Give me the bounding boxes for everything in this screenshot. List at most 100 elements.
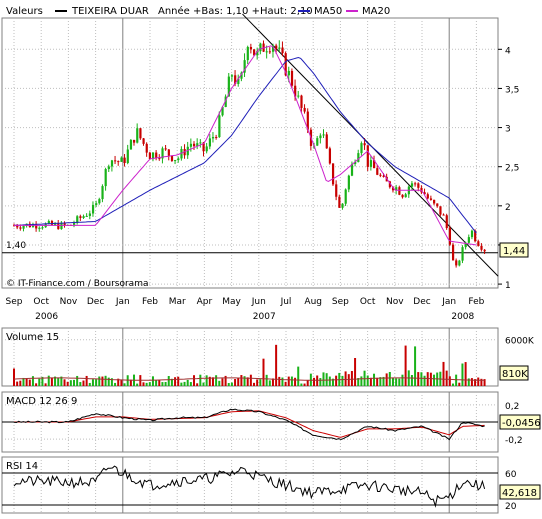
candle-body xyxy=(325,134,328,149)
volume-bar xyxy=(369,377,372,386)
volume-bar xyxy=(79,382,82,386)
candle-body xyxy=(350,163,354,176)
candle-body xyxy=(480,245,483,250)
volume-bar xyxy=(477,377,480,386)
volume-bar xyxy=(142,382,145,386)
stock-name: TEIXEIRA DUAR xyxy=(71,6,149,17)
ma20-legend-label: MA20 xyxy=(362,6,390,17)
candle-body xyxy=(161,148,164,159)
last-price-tag xyxy=(499,242,529,258)
volume-bar xyxy=(110,378,113,386)
candle-body xyxy=(177,158,180,161)
candle-body xyxy=(47,221,50,224)
candle-body xyxy=(221,107,224,116)
volume-bar xyxy=(464,362,467,386)
candle-body xyxy=(158,158,161,160)
year-label: 2006 xyxy=(35,312,58,322)
volume-bar xyxy=(445,370,448,386)
candle-body xyxy=(278,47,281,49)
volume-bar xyxy=(28,379,31,386)
volume-bar xyxy=(88,382,91,386)
volume-bar xyxy=(458,382,461,386)
candle-body xyxy=(234,75,237,84)
volume-bar xyxy=(354,358,357,386)
candle-body xyxy=(91,204,95,214)
candle-body xyxy=(79,216,82,218)
volume-bar xyxy=(76,375,79,386)
candle-body xyxy=(281,47,284,54)
month-tick-label: Feb xyxy=(468,297,484,307)
volume-average-line xyxy=(13,377,485,381)
candle-body xyxy=(265,51,268,53)
candle-body xyxy=(95,203,98,205)
candle-body xyxy=(155,152,158,159)
volume-bar xyxy=(164,381,167,386)
candle-body xyxy=(483,249,486,252)
volume-bar xyxy=(360,376,363,386)
volume-bar xyxy=(249,374,252,386)
candle-body xyxy=(114,160,117,162)
candle-body xyxy=(88,213,91,216)
volume-bar xyxy=(54,376,57,386)
candle-body xyxy=(398,187,401,195)
month-tick-label: Mar xyxy=(169,297,186,307)
candle-body xyxy=(470,230,474,238)
candle-body xyxy=(477,241,480,246)
volume-bar xyxy=(73,379,76,386)
volume-bar xyxy=(294,377,297,386)
candle-body xyxy=(303,107,306,112)
candle-body xyxy=(376,168,379,175)
candle-body xyxy=(414,183,417,185)
candle-body xyxy=(142,138,145,144)
price-tick-label: 2 xyxy=(505,203,511,213)
candle-body xyxy=(300,95,303,108)
volume-bar xyxy=(158,380,161,386)
candle-body xyxy=(461,247,464,261)
volume-bar xyxy=(262,358,265,386)
volume-bar xyxy=(123,383,126,386)
price-panel-frame xyxy=(1,17,499,289)
month-tick-label: Jan xyxy=(115,297,130,307)
candle-body xyxy=(420,187,423,193)
ma50-legend-swatch xyxy=(298,10,310,12)
candle-body xyxy=(63,222,66,226)
volume-bar xyxy=(161,382,164,386)
volume-bar xyxy=(91,379,94,386)
volume-bar xyxy=(104,375,107,386)
candle-body xyxy=(189,143,193,147)
candle-body xyxy=(423,192,426,195)
volume-bar xyxy=(237,377,240,386)
candle-body xyxy=(338,196,341,208)
candle-body xyxy=(297,95,300,97)
candle-body xyxy=(174,160,177,162)
volume-bar xyxy=(442,361,445,386)
candle-body xyxy=(373,160,376,169)
year-label: 2007 xyxy=(253,312,276,322)
ma50-line xyxy=(13,56,477,234)
candle-body xyxy=(284,53,287,76)
volume-bar xyxy=(202,382,205,386)
candle-body xyxy=(170,155,174,161)
volume-bar xyxy=(240,375,243,386)
candle-body xyxy=(230,75,234,77)
volume-bar xyxy=(13,368,15,386)
month-tick-label: May xyxy=(222,297,241,307)
volume-bar xyxy=(151,376,154,386)
candle-body xyxy=(246,46,249,61)
rsi-tick-label: 60 xyxy=(505,470,517,480)
candle-body xyxy=(253,49,256,56)
volume-bar xyxy=(66,381,69,386)
candle-body xyxy=(76,216,79,224)
volume-bar xyxy=(57,377,60,386)
volume-bar xyxy=(451,383,454,386)
candle-body xyxy=(82,216,85,218)
rsi-tick-label: 20 xyxy=(505,502,517,512)
volume-bar xyxy=(470,378,473,386)
volume-bar xyxy=(136,383,139,386)
candle-body xyxy=(331,163,335,185)
candle-body xyxy=(417,183,420,188)
candle-body xyxy=(268,51,272,53)
volume-bar xyxy=(398,378,401,386)
volume-bar xyxy=(341,375,344,386)
stock-legend-swatch xyxy=(55,10,67,12)
